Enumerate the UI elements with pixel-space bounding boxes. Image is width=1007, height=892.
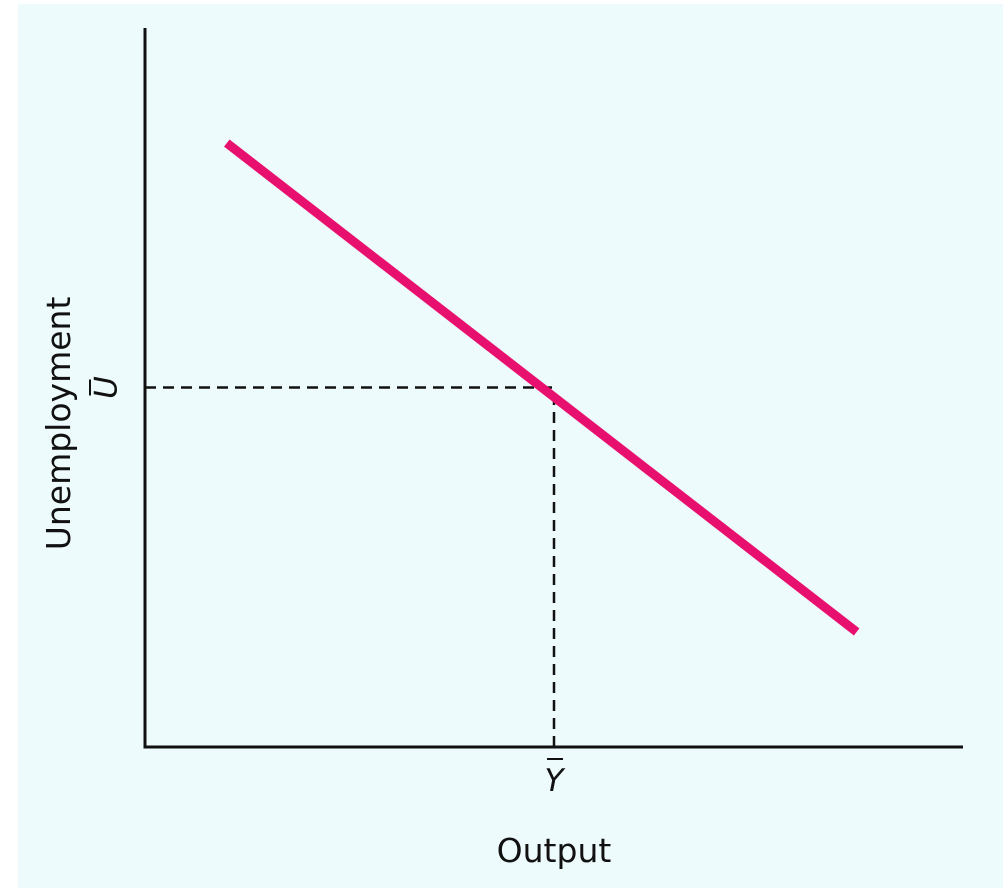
- x-tick-label: Y: [545, 763, 566, 799]
- series-lines: [224, 139, 860, 636]
- tick-labels: YU: [89, 376, 566, 799]
- reference-lines: [145, 386, 556, 747]
- chart-background: [18, 4, 1003, 888]
- x-axis-title: Output: [497, 831, 612, 870]
- series-line-1: [224, 139, 860, 636]
- chart-plot: YU Output Unemployment: [18, 4, 1003, 888]
- y-tick-label: U: [89, 376, 125, 399]
- axes: [143, 28, 963, 749]
- y-tick-group: U: [89, 376, 125, 399]
- y-axis-title: Unemployment: [39, 297, 78, 551]
